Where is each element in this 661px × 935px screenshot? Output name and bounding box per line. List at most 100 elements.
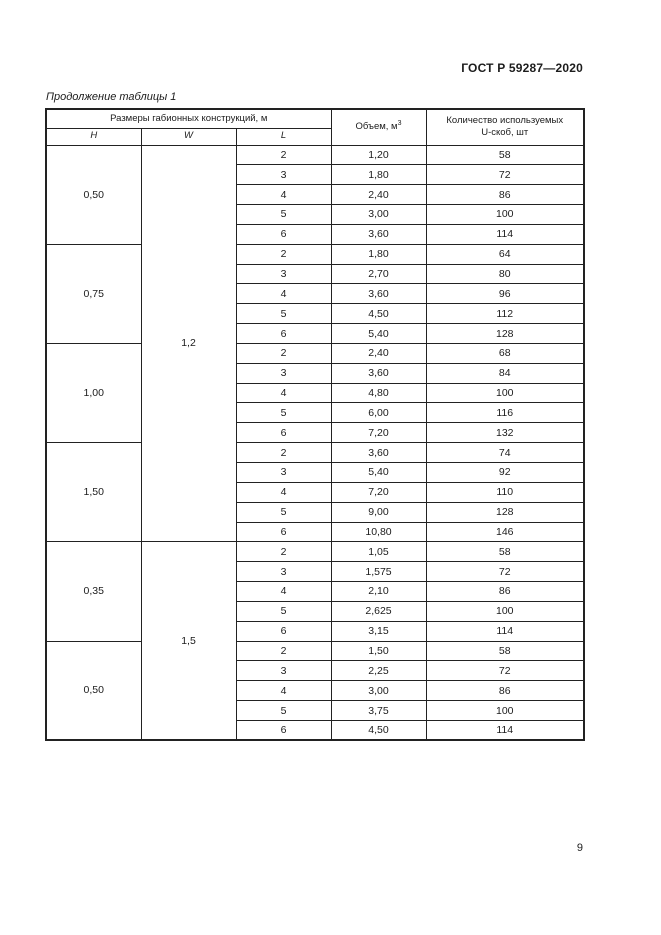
cell-height: 1,50 [45,442,142,543]
cell-length: 2 [235,243,332,265]
cell-uclips: 58 [425,541,585,563]
cell-uclips: 58 [425,640,585,662]
header-col-l: L [235,127,332,146]
header-col-h: H [45,127,142,146]
table-row: 3 1,80 72 [46,164,585,186]
table-header: Размеры габионных конструкций, м Объем, … [45,108,585,146]
cell-volume: 5,40 [330,462,427,483]
cell-length: 6 [235,323,332,344]
table-row: 5 4,50 112 [46,303,585,325]
cell-length: 5 [235,204,332,225]
cell-length: 5 [235,600,332,622]
cell-volume: 1,50 [330,640,427,662]
cell-uclips: 100 [425,204,585,225]
cell-volume: 3,00 [330,204,427,225]
cell-uclips: 128 [425,323,585,344]
cell-width: 1,2 [140,144,237,543]
table-row: 3 2,25 72 [46,660,585,682]
table-row: 0,50 2 1,50 58 [45,640,585,741]
cell-volume: 2,10 [330,581,427,602]
cell-volume: 4,80 [330,382,427,404]
cell-height: 0,75 [45,243,142,344]
cell-length: 4 [235,481,332,503]
cell-volume: 3,60 [330,362,427,384]
cell-uclips: 72 [425,561,585,583]
cell-uclips: 72 [425,164,585,186]
cell-height: 0,50 [45,640,142,741]
cell-length: 3 [235,263,332,285]
table-row: 5 3,00 100 [46,204,585,225]
cell-length: 6 [235,422,332,444]
cell-volume: 2,40 [330,184,427,206]
cell-uclips: 80 [425,263,585,285]
table-row: 1,50 2 3,60 74 [45,442,585,543]
cell-volume: 3,60 [330,283,427,305]
cell-volume: 3,15 [330,620,427,642]
cell-length: 5 [235,402,332,424]
cell-volume: 3,60 [330,442,427,463]
cell-length: 2 [235,541,332,563]
cell-length: 4 [235,382,332,404]
cell-volume: 1,05 [330,541,427,563]
cell-length: 3 [235,561,332,583]
table-row: 3 5,40 92 [46,462,585,483]
table-body: 0,50 1,2 2 1,20 58 3 1,80 72 4 2,40 86 5 3,00 100 6 3,6… [45,144,585,741]
cell-uclips: 58 [425,144,585,166]
header-row-subcolumns: H W L [45,127,584,146]
cell-volume: 2,25 [330,660,427,682]
header-uclips-line1: Количество используемых [446,114,564,126]
cell-length: 2 [235,342,332,364]
header-volume: Объем, м3 [330,108,427,146]
cell-uclips: 96 [425,283,585,305]
cell-height: 1,00 [45,342,142,444]
cell-length: 4 [235,283,332,305]
table-row: 6 4,50 114 [46,719,585,741]
cell-length: 3 [235,362,332,384]
cell-length: 6 [235,223,332,245]
table-row: 3 3,60 84 [46,362,585,384]
header-volume-label: Объем, м [355,121,398,133]
cell-uclips: 72 [425,660,585,682]
cell-volume: 10,80 [330,521,427,543]
cell-uclips: 100 [425,382,585,404]
cell-volume: 1,20 [330,144,427,166]
table-row: 0,50 1,2 2 1,20 58 [45,144,585,543]
cell-volume: 4,50 [330,719,427,741]
table-row: 0,35 1,5 2 1,05 58 [45,541,585,741]
cell-uclips: 64 [425,243,585,265]
gabion-table: Размеры габионных конструкций, м Объем, … [45,108,585,742]
cell-length: 2 [235,640,332,662]
cell-height: 0,35 [45,541,142,642]
cell-width: 1,5 [140,541,237,741]
cell-uclips: 68 [425,342,585,364]
cell-volume: 5,40 [330,323,427,344]
cell-height: 0,50 [45,144,142,245]
document-number: ГОСТ Р 59287—2020 [461,61,583,75]
table-row: 5 9,00 128 [46,501,585,523]
cell-volume: 2,70 [330,263,427,285]
cell-length: 2 [235,442,332,463]
cell-volume: 3,60 [330,223,427,245]
cell-length: 4 [235,184,332,206]
cell-length: 5 [235,303,332,325]
table-row: 4 4,80 100 [46,382,585,404]
cell-uclips: 146 [425,521,585,543]
cell-uclips: 132 [425,422,585,444]
cell-volume: 4,50 [330,303,427,325]
table-row: 5 3,75 100 [46,700,585,721]
header-row-group: Размеры габионных конструкций, м Объем, … [45,108,585,146]
cell-uclips: 116 [425,402,585,424]
cell-length: 4 [235,581,332,602]
cell-uclips: 74 [425,442,585,463]
cell-volume: 1,80 [330,164,427,186]
cell-uclips: 92 [425,462,585,483]
cell-volume: 1,575 [330,561,427,583]
cell-uclips: 86 [425,680,585,702]
cell-uclips: 100 [425,700,585,721]
cell-length: 6 [235,521,332,543]
header-uclips: Количество используемых U-скоб, шт [425,108,585,146]
cell-length: 5 [235,700,332,721]
cell-length: 2 [235,144,332,166]
cell-uclips: 100 [425,600,585,622]
